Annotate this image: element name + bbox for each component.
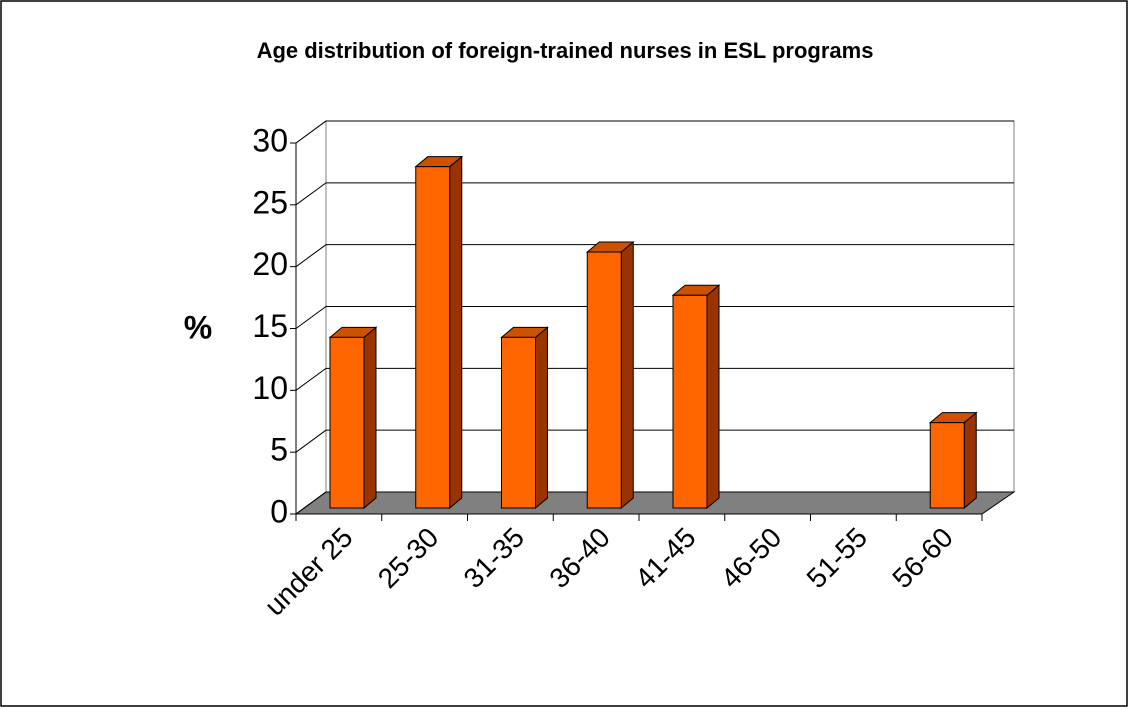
y-tick-label: 5 bbox=[270, 432, 288, 468]
bar bbox=[928, 411, 978, 510]
bar-side bbox=[449, 155, 463, 510]
bar-side bbox=[535, 326, 548, 510]
grid-line bbox=[295, 120, 1014, 144]
grid-line bbox=[295, 367, 1014, 391]
chart-title: Age distribution of foreign-trained nurs… bbox=[257, 38, 874, 63]
y-tick-label: 15 bbox=[252, 308, 288, 344]
bar-front bbox=[586, 251, 622, 509]
bar bbox=[671, 284, 721, 510]
grid-line bbox=[295, 491, 1014, 515]
bar-side bbox=[963, 411, 977, 510]
bar-side bbox=[620, 240, 634, 510]
floor bbox=[294, 491, 1016, 515]
y-tick-label: 0 bbox=[270, 493, 288, 529]
bar-front bbox=[672, 294, 708, 509]
y-tick-label: 30 bbox=[252, 122, 288, 158]
y-tick-label: 10 bbox=[252, 370, 288, 406]
grid-line bbox=[295, 306, 1014, 329]
grid-line bbox=[295, 429, 1014, 453]
bar bbox=[500, 326, 549, 510]
bar-front bbox=[415, 166, 451, 509]
bar-front bbox=[929, 422, 965, 509]
y-tick-label: 20 bbox=[252, 246, 288, 282]
y-axis-label: % bbox=[184, 309, 212, 345]
bar bbox=[414, 155, 464, 510]
grid-line bbox=[295, 244, 1014, 268]
bar-side bbox=[706, 284, 720, 510]
grid-line bbox=[295, 182, 1014, 206]
bar-side bbox=[363, 326, 377, 510]
bar bbox=[585, 240, 635, 510]
bar-front bbox=[501, 336, 536, 509]
bar-front bbox=[329, 336, 365, 509]
bar bbox=[328, 326, 378, 510]
y-tick-label: 25 bbox=[252, 184, 288, 220]
